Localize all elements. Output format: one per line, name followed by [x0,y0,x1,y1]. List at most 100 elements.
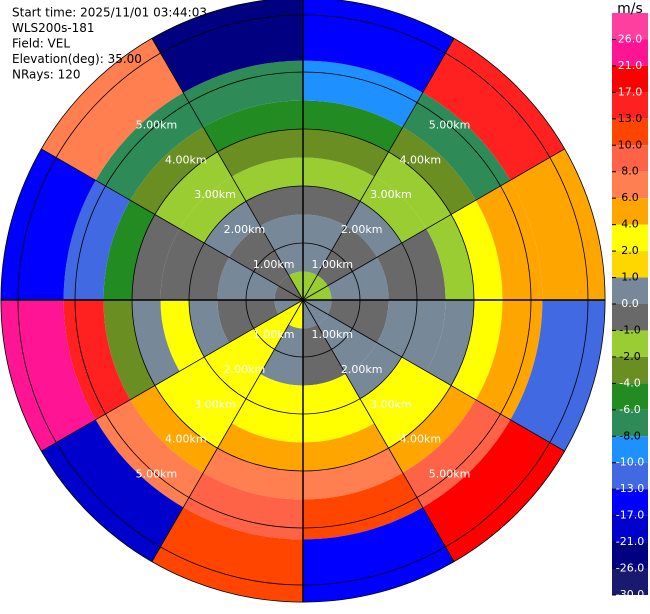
radar-gate [228,314,289,375]
colorbar-bin [612,489,648,516]
colorbar-bin [612,330,648,357]
range-ring-label: 3.00km [370,188,412,201]
radar-gate [327,257,389,300]
colorbar-tick-label: -10.0 [616,456,644,469]
radar-gate [426,214,474,300]
colorbar: m/s 26.0 21.0 17.0 13.0 10.0 8.0 6.0 4.0 2.0 1.0 0.… [612,1,648,601]
spoke [41,299,304,452]
colorbar-bin [612,224,648,252]
colorbar-tick-label: 1.0 [621,271,639,284]
spoke [41,148,304,301]
radar-gate [41,38,184,181]
radar-gate [132,300,180,386]
spoke [151,38,304,301]
radar-gate [179,357,246,424]
radar-gate [160,300,205,372]
radar-gate [426,300,474,386]
colorbar-tick-label: -17.0 [616,509,644,522]
radar-gate [278,275,303,300]
radar-gate [360,176,427,243]
range-ring-label: 1.00km [253,328,295,341]
radar-gate [475,180,543,300]
radar-gate [303,374,360,414]
radar-gate [475,300,543,420]
radar-gate [151,0,303,93]
radar-gate [103,300,155,400]
radar-gate [327,300,389,343]
colorbar-tick-label: 13.0 [618,112,643,125]
outer-edge [0,0,606,603]
range-ring-label: 2.00km [341,363,383,376]
colorbar-bin [612,409,648,437]
radar-gate [130,385,218,473]
colorbar-bin [612,277,648,304]
colorbar-bin [612,251,648,278]
range-ring-label: 5.00km [136,468,178,481]
colorbar-tick-label: 8.0 [621,165,639,178]
colorbar-bin [612,304,648,331]
colorbar-tick-label: -6.0 [619,403,640,416]
radar-gate [217,257,279,300]
radar-gate [303,423,389,471]
radar-gate [63,300,131,420]
spoke [302,299,565,452]
range-ring-label: 3.00km [194,398,236,411]
radar-gate [303,100,403,152]
radar-field [0,0,606,603]
header-line: NRays: 120 [12,68,81,82]
radar-gate [317,314,378,375]
radar-gate [303,448,403,500]
radar-gate [231,398,303,443]
radar-gate [303,472,423,540]
radar-gate [317,225,378,286]
colorbar-title: m/s [617,1,643,17]
radar-gate [402,399,511,508]
colorbar-tick-label: -1.0 [619,323,640,336]
range-ring [131,128,475,472]
colorbar-tick-label: -4.0 [619,376,640,389]
radar-gate [103,200,155,300]
radar-gate [183,60,303,128]
colorbar-tick-label: 6.0 [621,191,639,204]
radar-gate [246,374,303,414]
radar-gate [260,324,303,386]
radar-gate [246,186,303,226]
range-ring [245,242,361,358]
colorbar-tick-label: 26.0 [618,32,643,45]
spoke [151,299,304,562]
radar-gate [303,186,360,226]
radar-gate [95,399,204,508]
radar-gate [402,92,511,201]
radar-gate [510,300,606,452]
header-line: WLS200s-181 [12,21,95,35]
radar-gate [179,176,246,243]
colorbar-bin [612,383,648,410]
radar-gate [189,300,229,357]
radar-gate [231,157,303,202]
range-ring-label: 3.00km [370,398,412,411]
range-ring [17,14,589,586]
colorbar-bin [612,118,648,146]
range-ring-label: 5.00km [429,468,471,481]
colorbar-bin [612,171,648,199]
radar-gate [451,200,503,300]
radar-gate [388,127,476,215]
header-line: Start time: 2025/11/01 03:44:03 [12,6,207,20]
radar-gate [510,148,606,300]
colorbar-tick-label: 4.0 [621,218,639,231]
radar-gate [303,157,375,202]
radar-gate [422,419,565,562]
radar-gate [217,129,303,177]
radar-gate [63,180,131,300]
colorbar-tick-label: -30.0 [616,588,644,601]
radar-gate [303,324,346,386]
radar-gate [278,300,303,325]
range-ring-label: 4.00km [399,433,441,446]
range-ring-label: 2.00km [224,223,266,236]
radar-gate [374,151,452,229]
radar-gate [217,423,303,471]
radar-gate [260,214,303,276]
range-ring-label: 4.00km [165,153,207,166]
radar-gate [154,151,232,229]
